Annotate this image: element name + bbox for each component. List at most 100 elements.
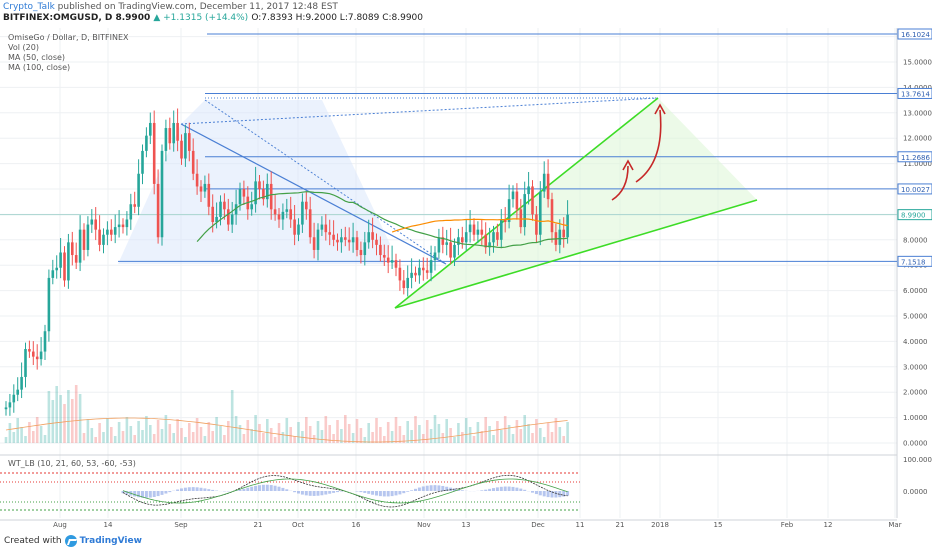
ohlc-values: O:7.8393 H:9.2000 L:7.8089 C:8.9900 (251, 13, 424, 23)
candle-body (110, 229, 113, 235)
volume-bar (328, 425, 331, 443)
ma100-line (391, 218, 568, 233)
volume-bar (125, 417, 129, 443)
tradingview-brand[interactable]: TradingView (79, 536, 142, 546)
candle-body (316, 229, 320, 250)
candle-body (195, 173, 199, 187)
volume-bar (47, 391, 51, 443)
volume-bar (414, 416, 417, 443)
volume-bar (110, 427, 113, 443)
candle-body (422, 267, 425, 271)
volume-bar (535, 419, 538, 443)
candle-body (24, 349, 27, 377)
x-tick-label: Sep (174, 521, 188, 529)
price-label: 13.7614 (901, 90, 930, 98)
y-tick-label: 15.0000 (903, 59, 932, 67)
candle-body (320, 224, 324, 230)
candle-body (90, 219, 94, 225)
candle-body (203, 183, 207, 192)
candle-body (546, 173, 550, 200)
volume-bar (59, 395, 62, 443)
candle-body (230, 214, 234, 225)
x-tick-label: Mar (888, 521, 901, 529)
ma50-line (196, 191, 568, 249)
volume-bar (390, 431, 394, 443)
dotted-trendline (204, 99, 447, 265)
volume-bar (149, 425, 152, 443)
volume-bar (461, 432, 464, 443)
created-with-text: Created with (4, 536, 62, 546)
volume-bar (305, 417, 308, 443)
candle-body (121, 224, 125, 228)
volume-bar (129, 426, 133, 443)
candle-body (480, 229, 484, 235)
candle-body (20, 376, 23, 390)
volume-bar (453, 437, 456, 443)
price-label-box (897, 87, 932, 99)
candle-body (86, 224, 90, 250)
price-label-box (897, 151, 932, 163)
volume-bar (82, 433, 86, 443)
volume-bar (246, 420, 250, 443)
candle-body (98, 229, 101, 245)
candle-body (250, 204, 253, 210)
volume-bar (39, 426, 43, 443)
volume-bar (20, 427, 23, 443)
volume-bar (410, 430, 413, 443)
candle-body (461, 237, 464, 243)
candle-body (137, 173, 140, 207)
candle-body (406, 277, 409, 289)
y-tick-label: 1.0000 (903, 414, 928, 422)
candle-body (254, 181, 257, 205)
volume-bar (215, 417, 218, 443)
volume-bar (102, 432, 105, 443)
candle-body (367, 232, 370, 243)
volume-bar (351, 433, 355, 443)
candle-body (184, 133, 187, 159)
volume-bar (137, 421, 140, 443)
candle-body (269, 183, 273, 210)
price-label: 7.1518 (901, 258, 926, 266)
volume-bar (266, 419, 269, 443)
volume-bar (308, 426, 312, 443)
candle-body (238, 189, 242, 205)
volume-bar (28, 422, 31, 443)
candle-body (453, 244, 456, 258)
volume-bar (523, 415, 526, 443)
candle-body (429, 260, 433, 273)
price-chart[interactable]: Aug 14 Sep 21 Oct 16 Nov 13 Dec 11 21 2018 15 Feb 12 Ma… (0, 25, 932, 530)
volume-bar (121, 431, 125, 443)
candle-body (418, 267, 421, 276)
volume-bar (168, 424, 172, 443)
x-tick-label: 16 (352, 521, 361, 529)
osc-tick-label: 0.0000 (903, 488, 928, 496)
volume-bar (433, 415, 437, 443)
volume-bar (554, 418, 558, 443)
volume-bar (242, 434, 246, 443)
volume-bar (386, 422, 390, 443)
volume-bar (113, 436, 117, 443)
candle-body (74, 255, 78, 263)
volume-bar (55, 386, 58, 443)
candle-body (414, 272, 417, 276)
candle-body (28, 349, 31, 352)
volume-bar (164, 415, 168, 443)
symbol-line: BITFINEX:OMGUSD, D 8.9900 ▲ +1.1315 (+14… (3, 13, 423, 23)
volume-bar (152, 434, 156, 443)
candle-body (63, 252, 66, 281)
candle-body (484, 234, 487, 248)
volume-bar (320, 430, 324, 443)
candle-body (566, 214, 569, 238)
volume-bar (63, 404, 66, 443)
candle-body (363, 242, 367, 256)
volume-bar (273, 437, 277, 443)
volume-bar (445, 419, 448, 443)
candle-body (425, 270, 429, 273)
price-label-box (897, 28, 932, 40)
volume-bar (558, 427, 562, 443)
candle-body (398, 267, 402, 281)
candle-body (43, 331, 47, 352)
volume-bar (98, 423, 101, 443)
candle-body (457, 237, 460, 245)
publisher-name[interactable]: Crypto_Talk (3, 2, 55, 12)
